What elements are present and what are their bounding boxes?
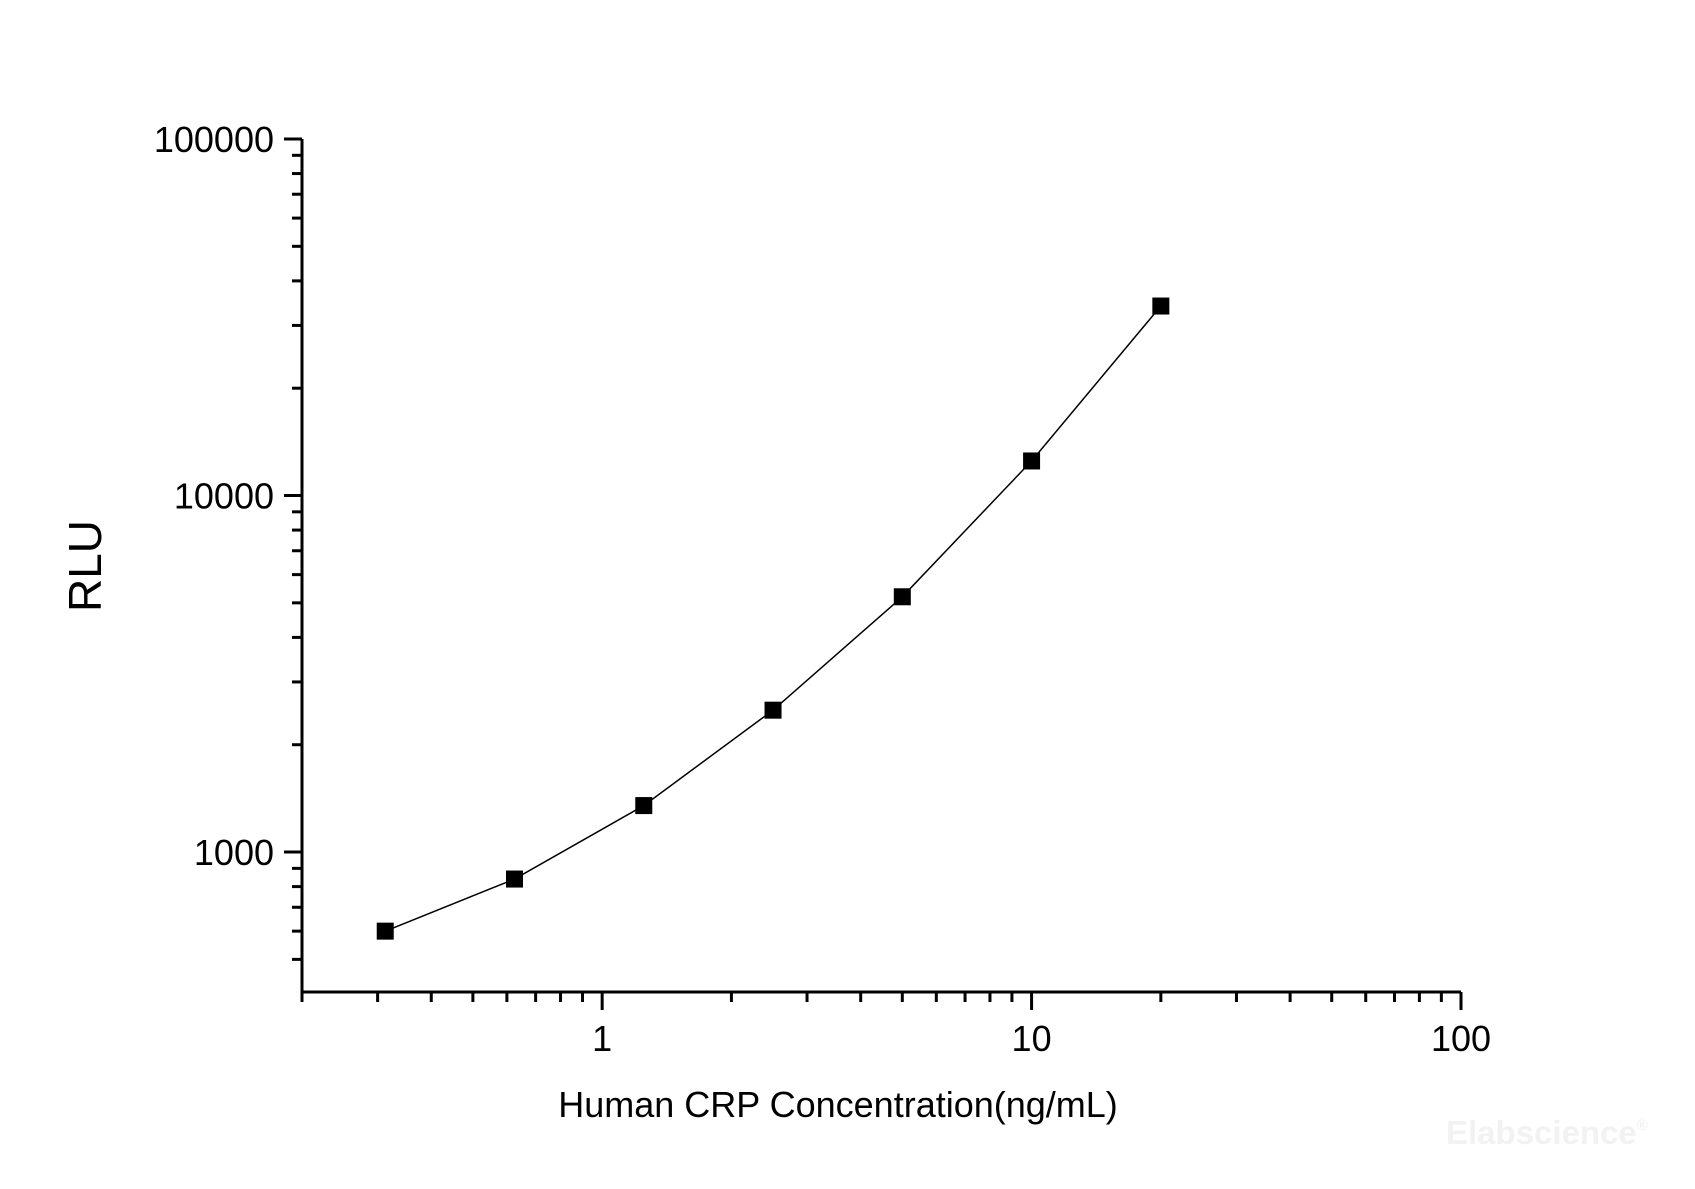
data-point-marker bbox=[376, 922, 394, 940]
watermark: Elabscience® bbox=[1446, 1114, 1648, 1152]
x-axis-title: Human CRP Concentration(ng/mL) bbox=[558, 1084, 1118, 1125]
data-point-marker bbox=[764, 701, 782, 719]
x-tick-label: 1 bbox=[592, 1018, 612, 1059]
series-line bbox=[384, 305, 1162, 932]
registered-mark: ® bbox=[1636, 1117, 1648, 1134]
y-tick-label: 1000 bbox=[194, 832, 274, 873]
data-point-marker bbox=[506, 870, 523, 888]
y-tick-label: 100000 bbox=[154, 119, 274, 160]
data-point-marker bbox=[893, 588, 911, 606]
watermark-text: Elabscience bbox=[1446, 1114, 1637, 1151]
data-point-marker bbox=[1152, 297, 1170, 315]
y-axis-title: RLU bbox=[59, 520, 111, 612]
y-tick-label: 10000 bbox=[174, 476, 274, 517]
x-tick-label: 100 bbox=[1431, 1018, 1491, 1059]
data-point-marker bbox=[635, 797, 653, 815]
axis-lines bbox=[300, 139, 1461, 994]
x-tick-label: 10 bbox=[1012, 1018, 1052, 1059]
data-point-marker bbox=[1023, 452, 1041, 470]
